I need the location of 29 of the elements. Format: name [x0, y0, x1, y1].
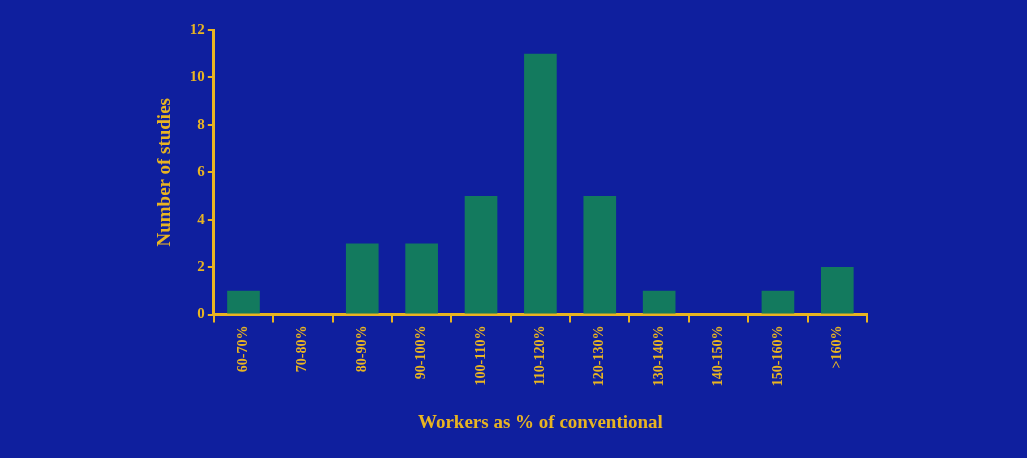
bar	[583, 195, 617, 314]
bar	[642, 290, 676, 314]
x-tick-label: 120-130%	[591, 325, 607, 387]
x-axis-title: Workers as % of conventional	[417, 410, 663, 432]
x-tick-label: >160%	[828, 325, 844, 369]
x-tick-label: 70-80%	[294, 325, 310, 373]
bar	[405, 243, 438, 314]
y-tick-label: 6	[197, 163, 206, 180]
y-tick-label: 2	[197, 257, 205, 274]
bar	[227, 290, 260, 314]
x-tick-label: 90-100%	[413, 325, 429, 380]
y-tick-label: 12	[189, 20, 205, 37]
x-tick-label: 110-120%	[532, 325, 548, 386]
x-tick-label: 130-140%	[650, 325, 666, 387]
bar	[524, 53, 557, 314]
bar	[820, 267, 854, 314]
bar	[761, 290, 795, 314]
x-tick-label: 100-110%	[472, 325, 488, 386]
bar	[345, 243, 379, 314]
y-tick-label: 10	[189, 68, 205, 85]
y-tick-label: 4	[197, 210, 206, 227]
x-tick-label: 150-160%	[769, 325, 785, 387]
x-tick-label: 140-150%	[710, 325, 726, 387]
y-tick-label: 8	[197, 115, 205, 132]
y-axis-title: Number of studies	[153, 98, 175, 247]
x-tick-label: 60-70%	[235, 325, 251, 373]
bar	[464, 195, 498, 314]
y-tick-label: 0	[197, 305, 205, 322]
x-tick-label: 80-90%	[353, 325, 369, 373]
